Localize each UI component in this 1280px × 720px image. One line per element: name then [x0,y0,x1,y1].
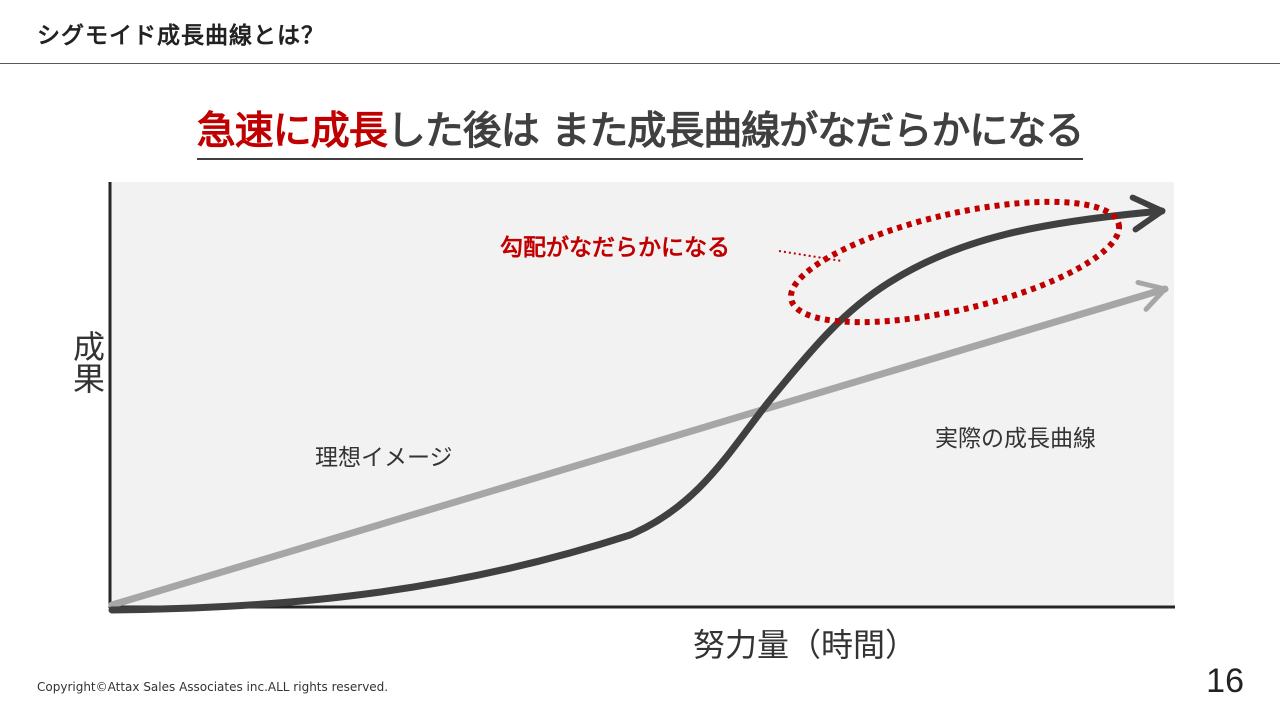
page-number: 16 [1206,662,1244,700]
x-axis-label: 努力量（時間） [693,626,917,664]
callout-leader-line [778,250,843,262]
header-divider [0,63,1280,64]
ideal-line-label: 理想イメージ [315,445,453,471]
headline-emphasis: 急速に成長 [196,109,388,154]
headline: 急速に成長した後は また成長曲線がなだらかになる [0,100,1280,160]
slide-header: シグモイド成長曲線とは？ [0,0,1280,64]
callout-label: 勾配がなだらかになる [500,234,730,261]
plot-area [110,182,1174,606]
headline-rest: した後は また成長曲線がなだらかになる [386,109,1085,154]
headline-text: 急速に成長した後は また成長曲線がなだらかになる [196,100,1085,160]
slide-title: シグモイド成長曲線とは？ [37,23,325,49]
y-axis-label: 成果 [68,330,106,394]
actual-curve-label: 実際の成長曲線 [935,426,1096,452]
ideal-line [108,279,1169,609]
copyright-notice: Copyright©Attax Sales Associates inc.ALL… [37,680,389,694]
callout-ellipse [787,198,1123,326]
actual-growth-curve [108,194,1166,614]
